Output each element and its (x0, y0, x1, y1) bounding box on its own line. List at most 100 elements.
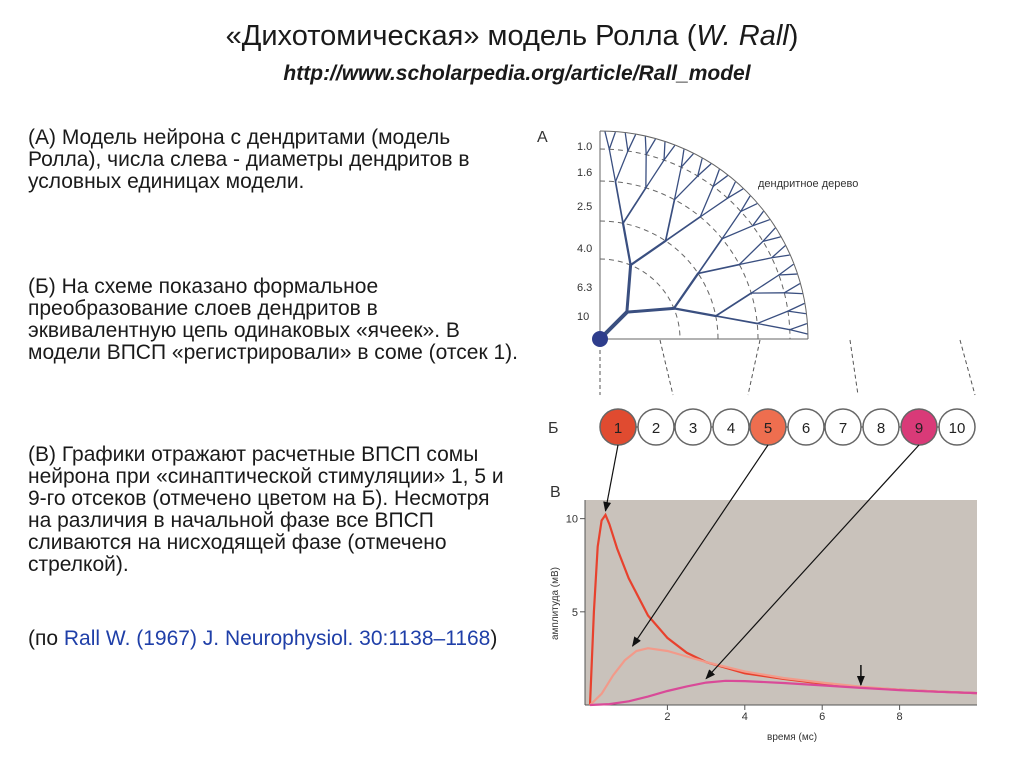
axis-ticks: 2 4 6 8 5 10 (566, 514, 903, 723)
dendrite-branch (756, 310, 789, 325)
dendrite-branch (673, 175, 699, 201)
epsp-curve-5 (589, 647, 978, 706)
reference-open: (по (28, 627, 64, 650)
dendrite-branch (645, 138, 656, 156)
pointer-arrow (632, 444, 769, 647)
dendritic-tree (598, 131, 808, 341)
x-tick-label: 2 (664, 711, 670, 723)
dendrite-branch (622, 186, 647, 225)
compartment-7 (824, 408, 862, 446)
dendrite-branch (712, 175, 729, 188)
compartment-chain: 1 2 3 4 5 6 7 8 9 10 (599, 408, 976, 446)
diameter-label: 4.0 (577, 243, 592, 255)
dendrite-branch (697, 237, 723, 275)
reference-close: ) (490, 627, 498, 650)
compartment-8 (862, 408, 900, 446)
diameter-label: 2.5 (577, 201, 592, 213)
panel-v-letter: В (550, 484, 561, 501)
layer-arc (599, 220, 719, 340)
diameter-label: 6.3 (577, 282, 592, 294)
panel-a-letter: А (537, 129, 548, 146)
dendrite-branch (645, 159, 665, 189)
epsp-curve-1 (588, 512, 978, 706)
paragraph-b: (Б) На схеме показано формальное преобра… (28, 275, 518, 364)
dendrite-branch (721, 210, 742, 240)
dendrite-branch (740, 203, 758, 213)
dendrite-branch (738, 240, 764, 266)
dendrite-branch (673, 166, 682, 201)
dendrite-branch (714, 292, 753, 317)
dendrite-branch (624, 132, 629, 152)
connector-line (659, 339, 674, 396)
dendrite-branch (625, 263, 633, 314)
compartment-6 (787, 408, 825, 446)
dendrite-branch (697, 158, 703, 177)
dendrite-branch (721, 225, 754, 240)
x-tick-label: 4 (742, 711, 748, 723)
compartment-5 (749, 408, 787, 446)
dendrite-branch (789, 329, 808, 335)
dendrite-branch (663, 145, 676, 161)
tree-label: дендритное дерево (758, 178, 858, 190)
dendrite-branch (629, 239, 667, 267)
dendrite-branch (726, 188, 744, 199)
slide-title: «Дихотомическая» модель Ролла (W. Rall) (0, 18, 1024, 54)
dendrite-branch (783, 292, 803, 295)
x-axis-label: время (мс) (767, 732, 817, 743)
dendrite-branch (787, 310, 807, 315)
dendrite-branch (608, 131, 616, 150)
y-axis-label: амплитуда (мВ) (550, 567, 561, 640)
compartment-3 (674, 408, 712, 446)
source-url[interactable]: http://www.scholarpedia.org/article/Rall… (283, 62, 751, 85)
dendrite-branch (726, 181, 736, 199)
layer-arc (599, 180, 759, 340)
connector-line (747, 339, 761, 396)
pointer-arrow (603, 444, 619, 512)
dendrite-branch (664, 198, 676, 242)
y-tick-label: 10 (566, 514, 578, 526)
dendrite-branch (771, 254, 790, 259)
dendrite-branch (789, 323, 808, 331)
compartment-label: 1 (614, 420, 622, 437)
plot-background (585, 500, 977, 705)
pointer-arrow (705, 444, 920, 680)
tree-layer-arcs (599, 130, 809, 340)
dendrite-branch (608, 148, 617, 183)
compartment-label: 9 (915, 420, 923, 437)
epsp-curve-9 (589, 679, 978, 707)
compartment-10 (938, 408, 976, 446)
reference: (по Rall W. (1967) J. Neurophysiol. 30:1… (28, 628, 518, 650)
dendrite-branch (778, 263, 794, 276)
layer-arc (599, 148, 791, 340)
title-author: W. Rall (696, 20, 789, 52)
compartment-9 (900, 408, 938, 446)
dendrite-branch (697, 263, 741, 275)
dendrite-branch (644, 136, 647, 156)
title-suffix: ) (788, 20, 799, 52)
compartment-label: 4 (727, 420, 735, 437)
compartment-4 (712, 408, 750, 446)
outer-arc (599, 130, 809, 340)
dendrite-branch (699, 197, 729, 218)
dendrite-branch (680, 149, 685, 168)
compartment-label: 10 (949, 420, 966, 437)
paragraph-c: (В) Графики отражают расчетные ВПСП сомы… (28, 443, 504, 576)
dendrite-branch (762, 236, 781, 242)
dendrite-branch (621, 222, 632, 267)
dendrite-branch (627, 134, 637, 152)
dendrite-branch (787, 302, 805, 312)
x-tick-label: 8 (897, 711, 903, 723)
diameter-label: 10 (577, 311, 589, 323)
dendrite-branch (771, 245, 786, 259)
reference-link[interactable]: Rall W. (1967) J. Neurophysiol. 30:1138–… (63, 627, 491, 650)
x-tick-label: 6 (819, 711, 825, 723)
compartment-2 (637, 408, 675, 446)
compartment-1 (599, 408, 637, 446)
dendrite-branch (751, 210, 764, 227)
dendrite-branch (751, 219, 770, 227)
dendrite-branch (604, 131, 610, 150)
y-tick-label: 5 (572, 607, 578, 619)
dendrite-branch (738, 257, 773, 266)
dendrite-branch (778, 273, 798, 276)
